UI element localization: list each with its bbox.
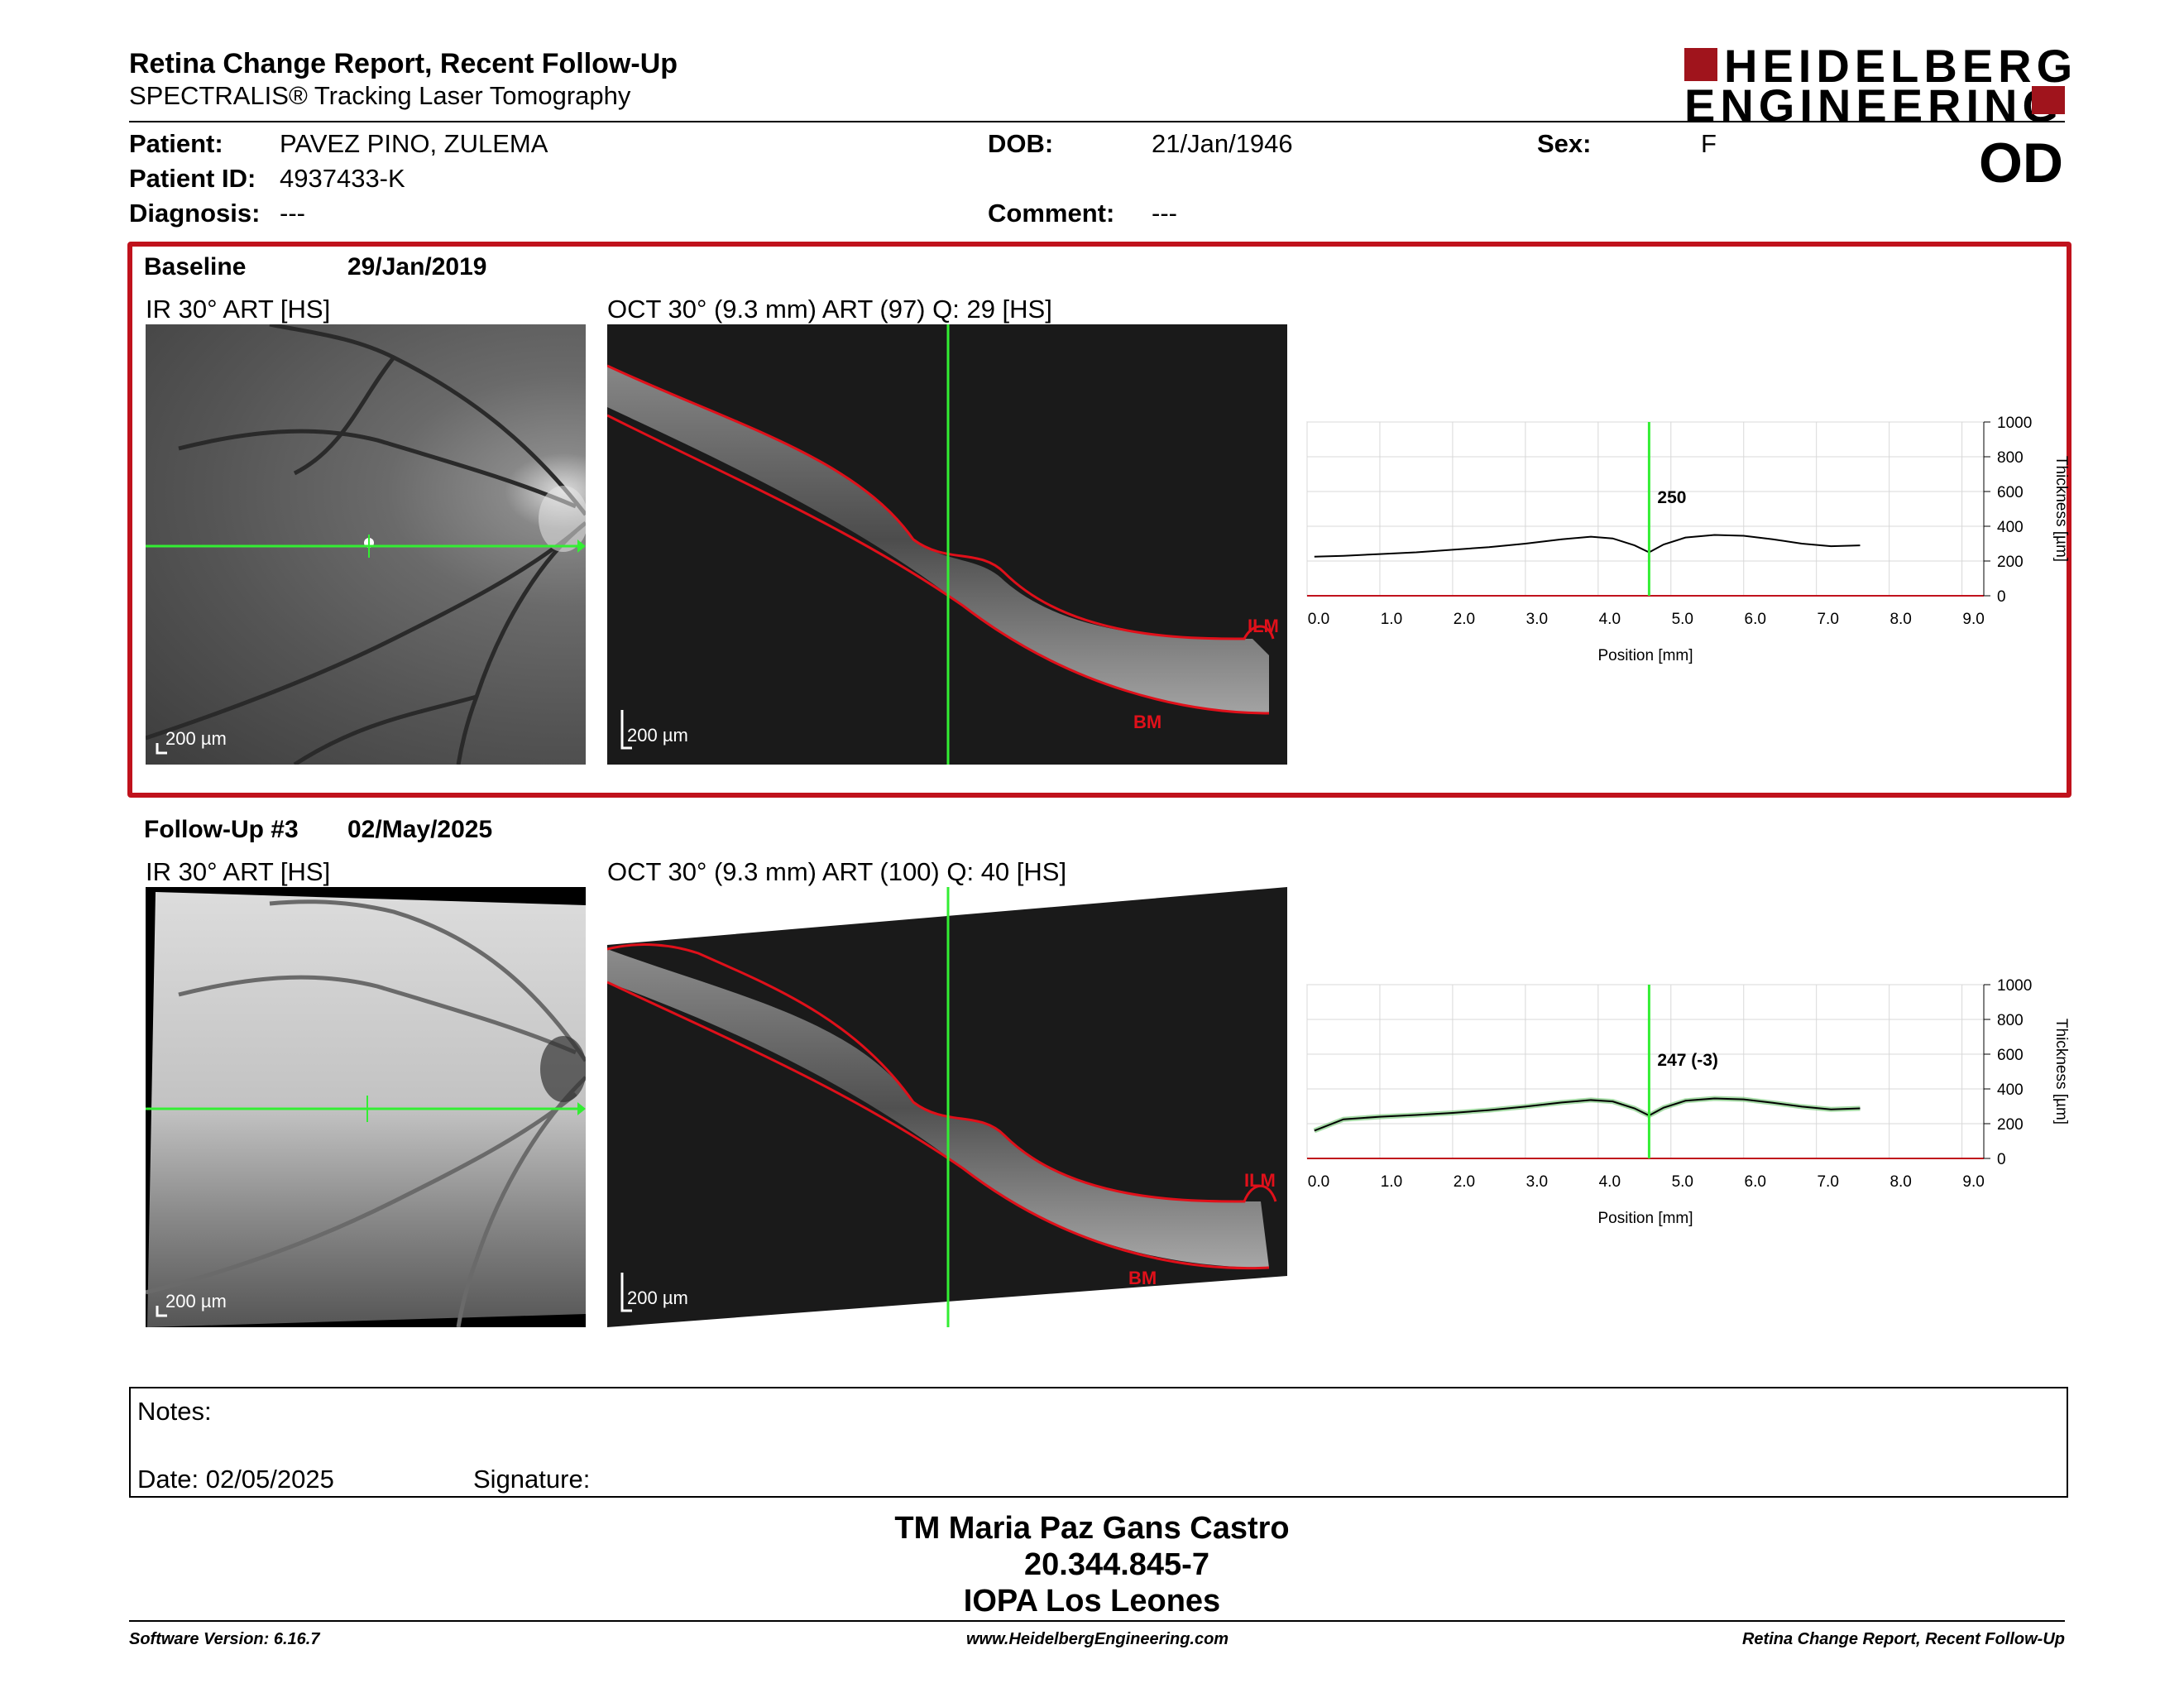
- signer-name: TM Maria Paz Gans Castro: [894, 1511, 1290, 1546]
- comment-label: Comment:: [988, 199, 1115, 228]
- header-divider: [129, 121, 2065, 122]
- chart-x-tick-label: 4.0: [1599, 611, 1621, 628]
- sex-label: Sex:: [1537, 129, 1592, 158]
- dob-value: 21/Jan/1946: [1152, 129, 1293, 158]
- baseline-section: [127, 242, 2071, 798]
- chart-x-tick-label: 3.0: [1526, 611, 1548, 628]
- footer-divider: [129, 1620, 2065, 1622]
- chart-y-tick-label: 600: [1997, 1047, 2024, 1064]
- chart-x-tick-label: 9.0: [1962, 1173, 1984, 1191]
- followup-ir-image[interactable]: 200 µm: [146, 887, 586, 1327]
- chart-x-tick-label: 8.0: [1889, 1173, 1911, 1191]
- chart-x-tick-label: 0.0: [1308, 611, 1329, 628]
- chart-x-tick-label: 2.0: [1454, 611, 1475, 628]
- logo-block-right: [2032, 86, 2065, 114]
- chart-y-tick-label: 400: [1997, 519, 2024, 536]
- chart-y-tick-label: 200: [1997, 554, 2024, 571]
- chart-x-tick-label: 6.0: [1745, 1173, 1766, 1191]
- signer-clinic: IOPA Los Leones: [963, 1584, 1221, 1618]
- chart-plot-area: [1306, 421, 1985, 597]
- chart-x-axis-label: Position [mm]: [1597, 647, 1693, 664]
- report-subtitle: SPECTRALIS® Tracking Laser Tomography: [129, 81, 631, 110]
- chart-x-tick-label: 2.0: [1454, 1173, 1475, 1191]
- baseline-bm-label: BM: [1133, 712, 1162, 732]
- signer-rut: 20.344.845-7: [1024, 1547, 1209, 1582]
- baseline-ir-scale: 200 µm: [165, 728, 227, 749]
- comment-value: ---: [1152, 199, 1177, 228]
- followup-oct-bscan: [607, 887, 1287, 1327]
- chart-x-tick-label: 3.0: [1526, 1173, 1548, 1191]
- followup-label: Follow-Up #3: [144, 816, 299, 843]
- chart-x-axis-label: Position [mm]: [1597, 1210, 1693, 1227]
- chart-x-tick-label: 1.0: [1381, 1173, 1402, 1191]
- chart-y-tick-label: 0: [1997, 1151, 2006, 1168]
- logo-block-left: [1684, 48, 1717, 81]
- diagnosis-value: ---: [280, 199, 305, 228]
- chart-plot-area: [1306, 984, 1985, 1159]
- chart-y-tick-label: 0: [1997, 588, 2006, 606]
- notes-box[interactable]: Notes: Date: 02/05/2025 Signature:: [129, 1387, 2068, 1498]
- patient-id-label: Patient ID:: [129, 164, 256, 193]
- followup-oct-image[interactable]: 200 µm ILM BM: [607, 887, 1287, 1327]
- report-title: Retina Change Report, Recent Follow-Up: [129, 48, 678, 79]
- followup-date: 02/May/2025: [347, 816, 493, 843]
- chart-y-tick-label: 800: [1997, 449, 2024, 467]
- followup-oct-label: OCT 30° (9.3 mm) ART (100) Q: 40 [HS]: [607, 857, 1067, 886]
- notes-label: Notes:: [137, 1397, 212, 1426]
- baseline-oct-image[interactable]: 200 µm ILM BM: [607, 324, 1287, 765]
- chart-x-tick-label: 0.0: [1308, 1173, 1329, 1191]
- chart-y-tick-label: 400: [1997, 1081, 2024, 1099]
- footer-report: Retina Change Report, Recent Follow-Up: [1741, 1630, 2065, 1648]
- chart-y-axis-label: Thickness [µm]: [2052, 1019, 2068, 1125]
- chart-y-tick-label: 1000: [1997, 415, 2032, 432]
- chart-x-tick-label: 7.0: [1817, 611, 1838, 628]
- followup-ir-vessels: [146, 892, 586, 1327]
- chart-x-tick-label: 7.0: [1817, 1173, 1838, 1191]
- patient-label: Patient:: [129, 129, 223, 158]
- chart-y-tick-label: 200: [1997, 1116, 2024, 1134]
- logo-line-1: HEIDELBERG: [1724, 40, 2078, 92]
- followup-thickness-chart: 0.0 1.0 2.0 3.0 4.0 5.0 6.0 7.0 8.0 9.0 0 200 400 600…: [1306, 977, 2068, 1227]
- baseline-thickness-chart: 0.0 1.0 2.0 3.0 4.0 5.0 6.0 7.0 8.0 9.0 0 200 400 600…: [1306, 415, 2068, 664]
- chart-x-tick-label: 9.0: [1962, 611, 1984, 628]
- baseline-ir-image[interactable]: 200 µm: [146, 324, 586, 765]
- notes-date: Date: 02/05/2025: [137, 1465, 334, 1494]
- chart-x-tick-label: 6.0: [1745, 611, 1766, 628]
- chart-x-tick-label: 1.0: [1381, 611, 1402, 628]
- chart-y-tick-label: 1000: [1997, 977, 2032, 995]
- chart-x-tick-label: 5.0: [1672, 611, 1693, 628]
- baseline-date: 29/Jan/2019: [347, 253, 487, 281]
- footer-software: Software Version: 6.16.7: [129, 1630, 320, 1648]
- footer-website[interactable]: www.HeidelbergEngineering.com: [966, 1630, 1229, 1648]
- eye-indicator: OD: [1979, 132, 2063, 194]
- baseline-ilm-label: ILM: [1248, 616, 1279, 636]
- chart-y-axis-label: Thickness [µm]: [2052, 456, 2068, 562]
- chart-x-tick-label: 5.0: [1672, 1173, 1693, 1191]
- chart-y-tick-label: 800: [1997, 1012, 2024, 1029]
- signature-label: Signature:: [473, 1465, 591, 1494]
- diagnosis-label: Diagnosis:: [129, 199, 261, 228]
- sex-value: F: [1701, 129, 1717, 158]
- chart-cursor-value-label: 250: [1657, 488, 1686, 507]
- baseline-label: Baseline: [144, 253, 247, 281]
- baseline-oct-bscan: [607, 324, 1287, 765]
- baseline-oct-label: OCT 30° (9.3 mm) ART (97) Q: 29 [HS]: [607, 295, 1052, 324]
- chart-x-tick-label: 8.0: [1889, 611, 1911, 628]
- baseline-ir-label: IR 30° ART [HS]: [146, 295, 331, 324]
- followup-ir-label: IR 30° ART [HS]: [146, 857, 331, 886]
- chart-thickness-line: [1314, 534, 1861, 558]
- followup-bm-label: BM: [1128, 1268, 1157, 1288]
- chart-thickness-line: [1314, 1097, 1861, 1132]
- patient-id: 4937433-K: [280, 164, 405, 193]
- baseline-oct-scale: 200 µm: [627, 725, 688, 746]
- chart-y-tick-label: 600: [1997, 484, 2024, 501]
- baseline-ir-vessels: [146, 324, 586, 765]
- patient-name: PAVEZ PINO, ZULEMA: [280, 129, 548, 158]
- chart-cursor-value-label: 247 (-3): [1657, 1051, 1718, 1070]
- followup-ilm-label: ILM: [1244, 1170, 1276, 1191]
- followup-oct-scale: 200 µm: [627, 1288, 688, 1308]
- followup-ir-scale: 200 µm: [165, 1291, 227, 1312]
- dob-label: DOB:: [988, 129, 1054, 158]
- chart-x-tick-label: 4.0: [1599, 1173, 1621, 1191]
